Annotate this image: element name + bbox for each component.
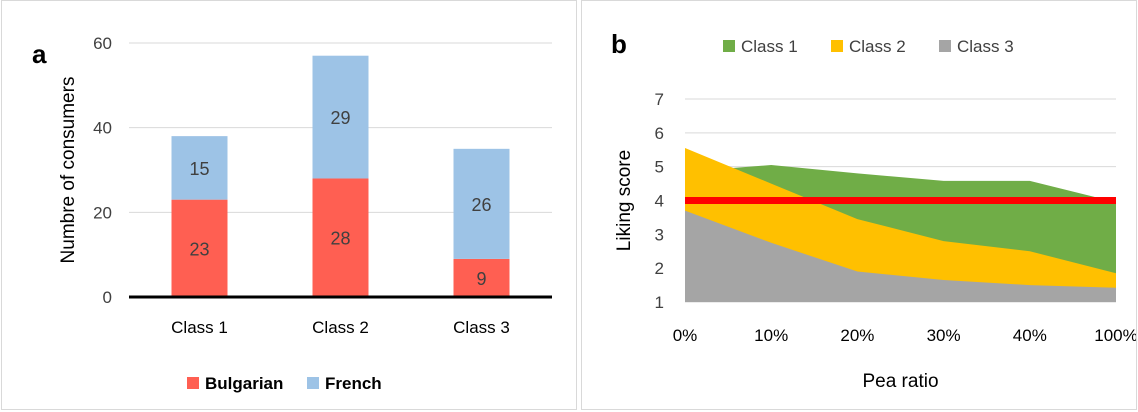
legend-swatch [307, 377, 319, 389]
y-tick-label: 2 [655, 259, 664, 278]
data-label: 9 [476, 269, 486, 289]
bar-segment [171, 136, 228, 200]
y-tick-label: 0 [103, 288, 112, 307]
x-tick-label: 40% [1013, 326, 1047, 345]
chart-panel-a: a 0 20 40 60 Numbre of consumers 23 15 Class 1 28… [1, 0, 577, 410]
data-label: 29 [330, 108, 350, 128]
x-tick-label: Class 2 [312, 318, 369, 337]
legend-label: Bulgarian [205, 374, 283, 393]
data-label: 23 [189, 239, 209, 259]
y-tick-label: 60 [93, 34, 112, 53]
x-tick-label: Class 1 [171, 318, 228, 337]
y-axis-title: Numbre of consumers [58, 77, 79, 264]
legend-label: Class 3 [957, 37, 1014, 56]
y-tick-label: 1 [655, 293, 664, 312]
legend-label: Class 2 [849, 37, 906, 56]
y-tick-label: 20 [93, 203, 112, 222]
panel-label: b [611, 29, 627, 59]
x-tick-label: 10% [754, 326, 788, 345]
y-tick-label: 7 [655, 90, 664, 109]
legend-label: French [325, 374, 382, 393]
area-chart: b Class 1 Class 2 Class 3 1 2 3 4 5 6 7 0% 10% 20% 30%… [611, 29, 1136, 392]
stacked-bar-chart: a 0 20 40 60 Numbre of consumers 23 15 Class 1 28… [32, 34, 552, 393]
legend-swatch [723, 40, 735, 52]
chart-panel-b: b Class 1 Class 2 Class 3 1 2 3 4 5 6 7 0% 10% 20% 30%… [581, 0, 1137, 410]
data-label: 28 [330, 229, 350, 249]
legend-swatch [939, 40, 951, 52]
y-tick-label: 3 [655, 225, 664, 244]
y-tick-label: 40 [93, 119, 112, 138]
data-label: 15 [189, 159, 209, 179]
y-axis-title: Liking score [614, 150, 635, 251]
legend-swatch [187, 377, 199, 389]
y-tick-label: 6 [655, 124, 664, 143]
bar-segment [312, 55, 369, 179]
bar-segment [453, 148, 510, 259]
legend-swatch [831, 40, 843, 52]
panel-label: a [32, 39, 47, 69]
x-tick-label: 30% [927, 326, 961, 345]
x-tick-label: 20% [840, 326, 874, 345]
bar-segment [312, 178, 369, 297]
legend-label: Class 1 [741, 37, 798, 56]
x-axis-title: Pea ratio [862, 371, 938, 392]
x-tick-label: Class 3 [453, 318, 510, 337]
x-tick-label: 0% [673, 326, 698, 345]
bar-segment [171, 199, 228, 297]
x-tick-label: 100% [1094, 326, 1136, 345]
data-label: 26 [471, 195, 491, 215]
y-tick-label: 4 [655, 192, 664, 211]
area-series [685, 210, 1116, 302]
bar-segment [453, 258, 510, 297]
y-tick-label: 5 [655, 158, 664, 177]
